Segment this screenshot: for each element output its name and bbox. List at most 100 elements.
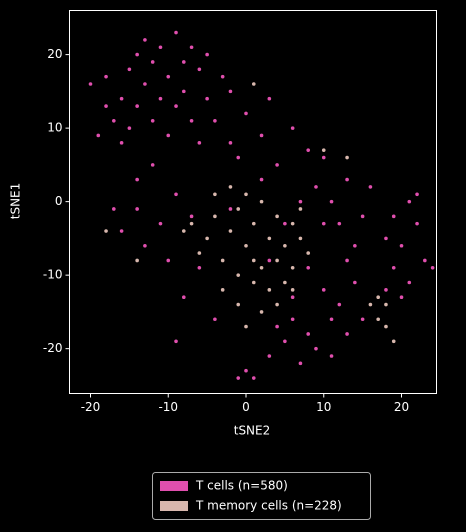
point xyxy=(329,317,334,322)
point xyxy=(119,229,124,233)
point xyxy=(423,258,427,263)
point xyxy=(306,148,311,152)
point xyxy=(259,177,264,182)
point xyxy=(275,163,279,167)
x-tick-label: 10 xyxy=(316,400,331,414)
y-tick-label: 20 xyxy=(47,47,62,61)
legend-swatch xyxy=(160,481,188,491)
point xyxy=(135,52,139,57)
point xyxy=(321,288,326,292)
point xyxy=(112,207,116,211)
point xyxy=(275,258,279,263)
point xyxy=(368,185,373,189)
point xyxy=(189,214,194,219)
point xyxy=(298,361,303,366)
point xyxy=(306,332,311,336)
point xyxy=(174,104,178,108)
point xyxy=(228,141,233,145)
point xyxy=(88,82,93,86)
point xyxy=(360,317,365,322)
point xyxy=(150,118,155,123)
point xyxy=(174,192,178,197)
point xyxy=(251,376,256,380)
point xyxy=(360,214,365,219)
point xyxy=(244,192,248,197)
point xyxy=(104,229,108,233)
point xyxy=(236,155,241,160)
point xyxy=(228,207,233,211)
point xyxy=(376,317,380,322)
point xyxy=(251,280,256,285)
point xyxy=(251,82,256,86)
point xyxy=(376,295,380,299)
point xyxy=(353,243,357,248)
point xyxy=(259,265,264,270)
point xyxy=(197,67,202,72)
point xyxy=(236,376,241,380)
point xyxy=(407,199,412,204)
point xyxy=(267,354,272,358)
point xyxy=(275,324,279,329)
point xyxy=(415,192,419,197)
point xyxy=(127,67,132,72)
point xyxy=(181,295,186,299)
point xyxy=(267,96,272,101)
point xyxy=(197,141,202,145)
point xyxy=(267,258,272,263)
point xyxy=(213,214,217,219)
point xyxy=(259,310,264,314)
point xyxy=(345,332,349,336)
plot-frame xyxy=(69,10,437,394)
point xyxy=(290,295,295,299)
point xyxy=(174,30,178,35)
point xyxy=(135,207,139,211)
point xyxy=(143,38,147,42)
point xyxy=(290,288,295,292)
point xyxy=(384,236,388,241)
y-tick-label: 0 xyxy=(55,194,63,208)
point xyxy=(306,265,311,270)
legend-label: T cells (n=580) xyxy=(195,479,288,493)
point xyxy=(158,45,163,50)
point xyxy=(244,243,248,248)
point xyxy=(236,302,241,307)
point xyxy=(166,133,171,138)
point xyxy=(275,214,279,219)
point xyxy=(290,265,295,270)
point xyxy=(119,141,124,145)
point xyxy=(166,74,171,79)
point xyxy=(345,155,349,160)
point xyxy=(259,133,264,138)
point xyxy=(329,354,334,358)
point xyxy=(415,221,419,226)
point xyxy=(228,229,233,233)
point xyxy=(143,82,147,86)
point xyxy=(298,199,303,204)
point xyxy=(321,221,326,226)
point xyxy=(213,317,217,322)
x-tick-label: 20 xyxy=(394,400,409,414)
point xyxy=(104,104,108,108)
point xyxy=(205,236,209,241)
x-tick-label: -10 xyxy=(158,400,178,414)
point xyxy=(283,339,287,344)
point xyxy=(119,96,124,101)
point xyxy=(213,118,217,123)
point xyxy=(181,60,186,64)
point xyxy=(158,221,163,226)
legend-swatch xyxy=(160,501,188,511)
point xyxy=(290,317,295,322)
y-tick-label: -10 xyxy=(43,268,63,282)
point xyxy=(220,258,225,263)
point xyxy=(290,126,295,130)
point xyxy=(236,273,241,277)
legend xyxy=(152,472,371,520)
point xyxy=(321,148,326,152)
x-tick-label: 0 xyxy=(242,400,250,414)
point xyxy=(228,89,233,94)
point xyxy=(181,229,186,233)
point xyxy=(135,177,139,182)
point xyxy=(150,163,155,167)
point xyxy=(314,346,318,351)
x-axis-label: tSNE2 xyxy=(234,424,271,438)
